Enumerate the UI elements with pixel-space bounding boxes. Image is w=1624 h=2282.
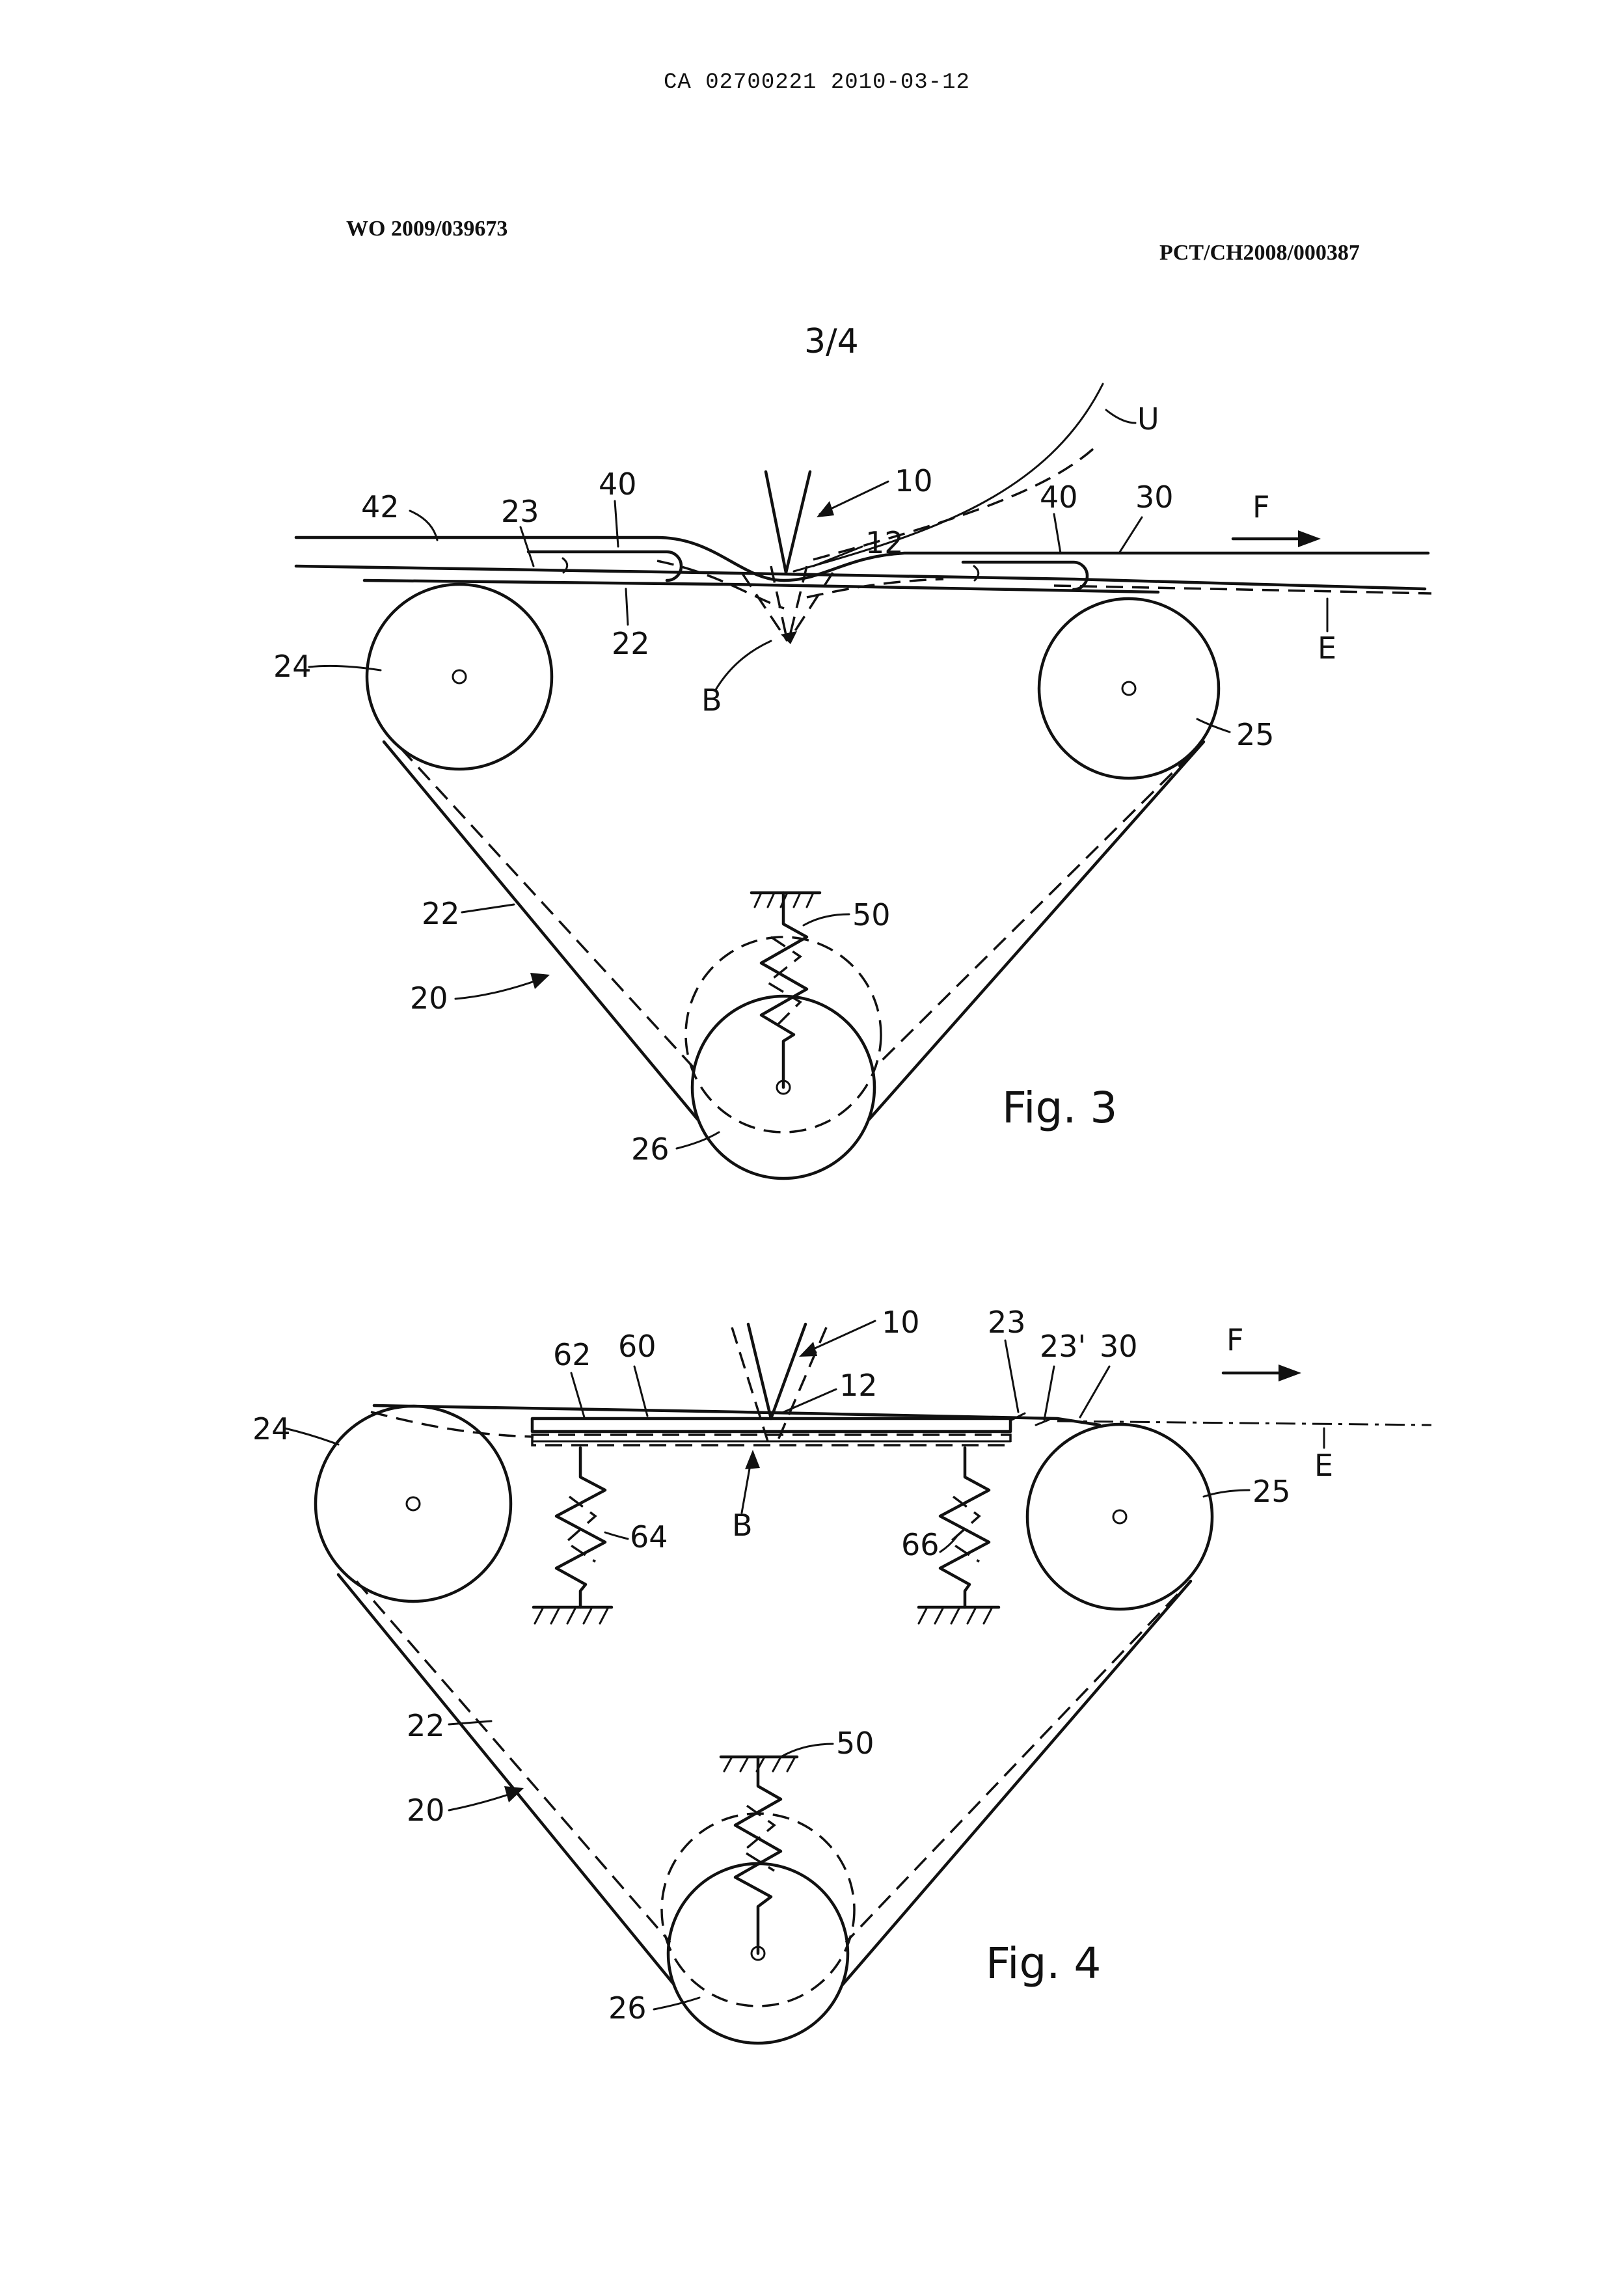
fig4-spring-64	[534, 1448, 612, 1623]
label-50: 50	[852, 897, 891, 932]
fig4-roller-25	[1027, 1424, 1212, 1609]
label-25: 25	[1252, 1474, 1291, 1509]
figure-3: 42 23 40 10 U 40 30 F 12 22	[273, 384, 1431, 1178]
figure-4-title: Fig. 4	[986, 1938, 1101, 1989]
label-50: 50	[836, 1726, 874, 1761]
fig4-roller-24	[316, 1406, 511, 1601]
fig3-labels: 42 23 40 10 U 40 30 F 12 22	[273, 401, 1336, 1167]
fig3-strand-u	[794, 384, 1103, 571]
fig3-roller-24	[367, 584, 552, 769]
label-e: E	[1314, 1448, 1333, 1483]
label-23: 23	[501, 494, 539, 529]
label-25: 25	[1236, 717, 1275, 752]
label-40-right: 40	[1040, 480, 1078, 515]
label-40-left: 40	[599, 467, 637, 502]
fig4-spring-50	[721, 1757, 797, 1953]
figure-4: 62 60 10 23 23' 30 F 12 24	[252, 1305, 1431, 2043]
label-26: 26	[631, 1132, 670, 1167]
label-10: 10	[895, 463, 933, 498]
label-10: 10	[882, 1305, 920, 1340]
label-24: 24	[273, 649, 312, 684]
label-12: 12	[865, 525, 904, 560]
label-42: 42	[361, 489, 399, 524]
label-f: F	[1226, 1322, 1243, 1357]
label-26: 26	[608, 1990, 647, 2026]
label-f: F	[1252, 489, 1269, 524]
fig4-belt-22	[338, 1575, 1191, 1985]
label-66: 66	[901, 1527, 940, 1562]
label-30: 30	[1100, 1329, 1138, 1364]
label-b: B	[701, 683, 722, 718]
label-20: 20	[410, 981, 448, 1016]
label-u: U	[1137, 401, 1159, 437]
label-30: 30	[1135, 480, 1174, 515]
label-22-side: 22	[422, 896, 460, 931]
label-22-top: 22	[612, 626, 650, 661]
label-23-prime: 23'	[1040, 1329, 1086, 1364]
label-60: 60	[618, 1329, 656, 1364]
label-64: 64	[630, 1519, 668, 1555]
label-23: 23	[988, 1305, 1026, 1340]
fig3-web-lines	[296, 537, 1431, 608]
label-e: E	[1318, 631, 1336, 666]
label-12: 12	[839, 1368, 878, 1403]
fig4-knife	[732, 1324, 826, 1441]
label-20: 20	[407, 1793, 445, 1828]
fig3-roller-25	[1039, 599, 1219, 778]
label-62: 62	[553, 1337, 591, 1372]
figure-3-title: Fig. 3	[1002, 1083, 1117, 1133]
fig4-plate-60	[532, 1419, 1010, 1445]
label-22: 22	[407, 1708, 445, 1743]
